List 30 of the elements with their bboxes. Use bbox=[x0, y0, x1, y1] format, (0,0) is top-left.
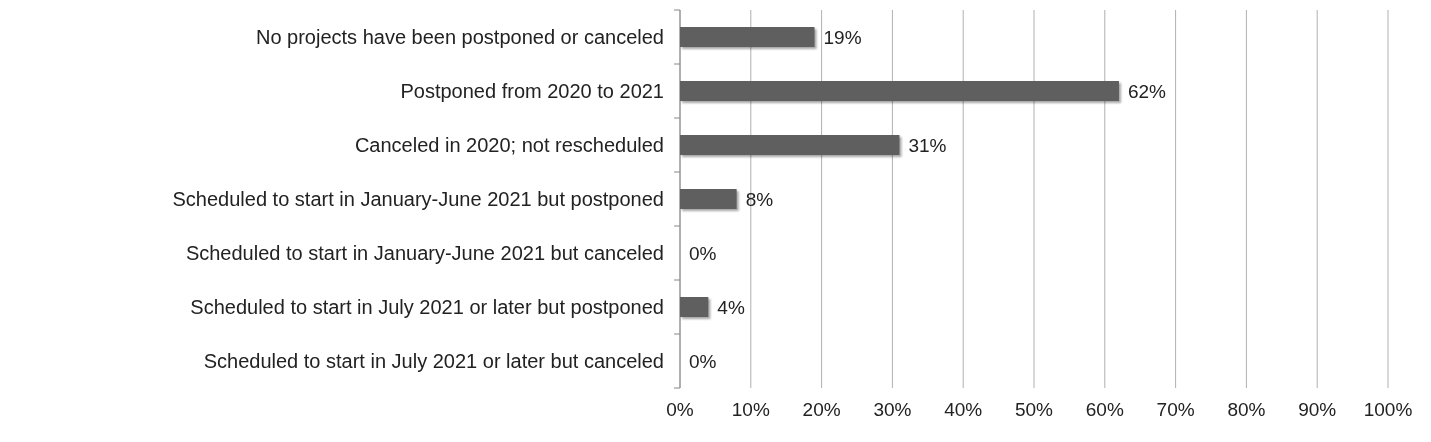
x-tick-label: 80% bbox=[1227, 399, 1266, 420]
bar bbox=[680, 189, 737, 209]
y-tick-label: Postponed from 2020 to 2021 bbox=[400, 80, 664, 102]
data-label: 31% bbox=[908, 135, 947, 156]
bar bbox=[680, 27, 815, 47]
data-label: 0% bbox=[689, 243, 717, 264]
y-tick-label: No projects have been postponed or canceled bbox=[255, 26, 664, 48]
y-tick-label: Scheduled to start in January-June 2021 but canceled bbox=[185, 242, 664, 264]
bar bbox=[680, 297, 709, 317]
data-label: 0% bbox=[689, 351, 717, 372]
x-tick-label: 100% bbox=[1363, 399, 1413, 420]
bar bbox=[680, 135, 900, 155]
x-tick-label: 0% bbox=[666, 399, 694, 420]
y-tick-label: Scheduled to start in January-June 2021 but postponed bbox=[172, 188, 664, 210]
data-label: 4% bbox=[717, 297, 745, 318]
x-tick-label: 10% bbox=[731, 399, 770, 420]
y-tick-label: Scheduled to start in July 2021 or later but canceled bbox=[203, 350, 664, 372]
x-tick-label: 70% bbox=[1156, 399, 1195, 420]
x-tick-label: 20% bbox=[802, 399, 841, 420]
data-label: 8% bbox=[745, 189, 774, 210]
y-tick-label: Scheduled to start in July 2021 or later but postponed bbox=[190, 296, 664, 318]
data-label: 19% bbox=[823, 27, 862, 48]
y-tick-label: Canceled in 2020; not rescheduled bbox=[354, 134, 664, 156]
bar bbox=[680, 81, 1119, 101]
x-tick-label: 50% bbox=[1014, 399, 1054, 420]
x-tick-label: 90% bbox=[1298, 399, 1337, 420]
data-label: 62% bbox=[1127, 81, 1167, 102]
x-tick-label: 30% bbox=[873, 399, 912, 420]
x-tick-label: 40% bbox=[944, 399, 983, 420]
x-tick-label: 60% bbox=[1085, 399, 1124, 420]
